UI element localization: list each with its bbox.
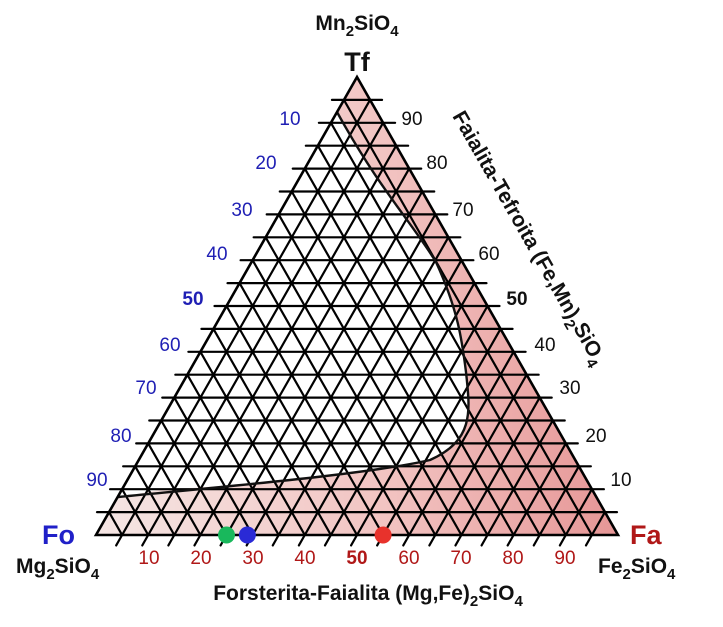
grid-line bbox=[160, 419, 228, 535]
right-tick-labels: 90 80 70 60 50 40 30 20 10 bbox=[401, 109, 631, 491]
tick-mark bbox=[428, 533, 437, 547]
tick-mark bbox=[193, 533, 202, 547]
vertex-label-top: Tf bbox=[344, 47, 370, 77]
grid-line bbox=[486, 419, 554, 535]
right-tick-label: 70 bbox=[452, 200, 473, 221]
grid-line bbox=[564, 488, 594, 535]
grid-line bbox=[134, 465, 176, 535]
grid-line bbox=[277, 236, 450, 535]
grid-line bbox=[186, 373, 280, 535]
bottom-tick-label: 40 bbox=[294, 548, 315, 569]
grid-line bbox=[199, 350, 306, 535]
vertex-label-right: Fa bbox=[630, 520, 662, 550]
bottom-tick-label: 90 bbox=[554, 548, 575, 569]
bottom-tick-label: 50 bbox=[346, 548, 367, 569]
grid-line bbox=[120, 98, 372, 535]
right-tick-label: 90 bbox=[401, 109, 422, 130]
composition-points bbox=[218, 526, 392, 544]
bottom-tick-label: 30 bbox=[242, 548, 263, 569]
grid-line bbox=[434, 373, 528, 535]
top-formula: Mn2SiO4 bbox=[315, 12, 399, 40]
bottom-axis-title: Forsterita-Faialita (Mg,Fe)2SiO4 bbox=[213, 582, 523, 610]
bottom-tick-label: 80 bbox=[502, 548, 523, 569]
grid-line bbox=[173, 396, 254, 535]
grid-line bbox=[225, 304, 359, 535]
vertex-label-left: Fo bbox=[42, 520, 75, 550]
blue-composition-point bbox=[238, 526, 256, 544]
left-tick-label: 30 bbox=[231, 200, 252, 221]
tick-mark bbox=[480, 533, 489, 547]
right-tick-label: 60 bbox=[478, 244, 499, 265]
tick-mark bbox=[323, 533, 332, 547]
bottom-tick-label: 70 bbox=[450, 548, 471, 569]
grid-line bbox=[225, 190, 424, 535]
tick-mark bbox=[402, 533, 411, 547]
left-tick-label: 80 bbox=[110, 426, 131, 447]
left-tick-label: 10 bbox=[279, 109, 300, 130]
grid-line bbox=[147, 442, 202, 535]
grid-line bbox=[590, 510, 607, 535]
right-tick-label: 20 bbox=[585, 426, 606, 447]
left-tick-label: 50 bbox=[182, 289, 203, 310]
tick-mark bbox=[297, 533, 306, 547]
grid-line bbox=[238, 282, 385, 535]
green-composition-point bbox=[218, 526, 235, 544]
miscibility-gap-curve bbox=[117, 111, 470, 499]
left-formula: Mg2SiO4 bbox=[16, 555, 100, 583]
grid-line bbox=[512, 442, 567, 535]
ternary-grid bbox=[107, 98, 607, 535]
left-tick-label: 60 bbox=[159, 335, 180, 356]
grid-line bbox=[538, 465, 580, 535]
tick-mark bbox=[271, 533, 280, 547]
grid-line bbox=[290, 190, 489, 535]
left-tick-labels: 10 20 30 40 50 60 70 80 90 bbox=[86, 109, 300, 491]
tick-mark bbox=[558, 533, 567, 547]
tick-mark bbox=[532, 533, 541, 547]
tick-mark bbox=[584, 533, 594, 547]
tick-mark bbox=[141, 533, 150, 547]
red-composition-point bbox=[374, 526, 392, 544]
tick-mark bbox=[506, 533, 515, 547]
grid-line bbox=[460, 396, 541, 535]
bottom-tick-label: 20 bbox=[190, 548, 211, 569]
right-tick-label: 50 bbox=[506, 289, 527, 310]
tick-mark bbox=[167, 533, 176, 547]
grid-line bbox=[382, 327, 502, 535]
tick-mark bbox=[349, 533, 359, 547]
grid-line bbox=[264, 236, 437, 535]
right-tick-label: 80 bbox=[426, 153, 447, 174]
grid-line bbox=[408, 350, 515, 535]
triangle-outline bbox=[93, 74, 621, 537]
right-tick-label: 30 bbox=[559, 378, 580, 399]
grid-line bbox=[355, 304, 489, 535]
right-tick-label: 40 bbox=[534, 335, 555, 356]
left-tick-label: 70 bbox=[135, 378, 156, 399]
grid-line bbox=[329, 282, 476, 535]
grid-line bbox=[212, 327, 332, 535]
left-tick-label: 20 bbox=[255, 153, 276, 174]
bottom-tick-labels: 10 20 30 40 50 60 70 80 90 bbox=[138, 548, 575, 569]
grid-line bbox=[342, 98, 594, 535]
tick-mark bbox=[454, 533, 463, 547]
tick-mark bbox=[115, 533, 124, 547]
left-tick-label: 90 bbox=[86, 470, 107, 491]
grid-line bbox=[173, 144, 398, 535]
bottom-tick-label: 10 bbox=[138, 548, 159, 569]
grid-line bbox=[316, 144, 541, 535]
bottom-tick-label: 60 bbox=[398, 548, 419, 569]
grid-line bbox=[107, 510, 124, 535]
left-tick-label: 40 bbox=[206, 244, 227, 265]
right-formula: Fe2SiO4 bbox=[598, 555, 676, 583]
right-tick-label: 10 bbox=[610, 470, 631, 491]
